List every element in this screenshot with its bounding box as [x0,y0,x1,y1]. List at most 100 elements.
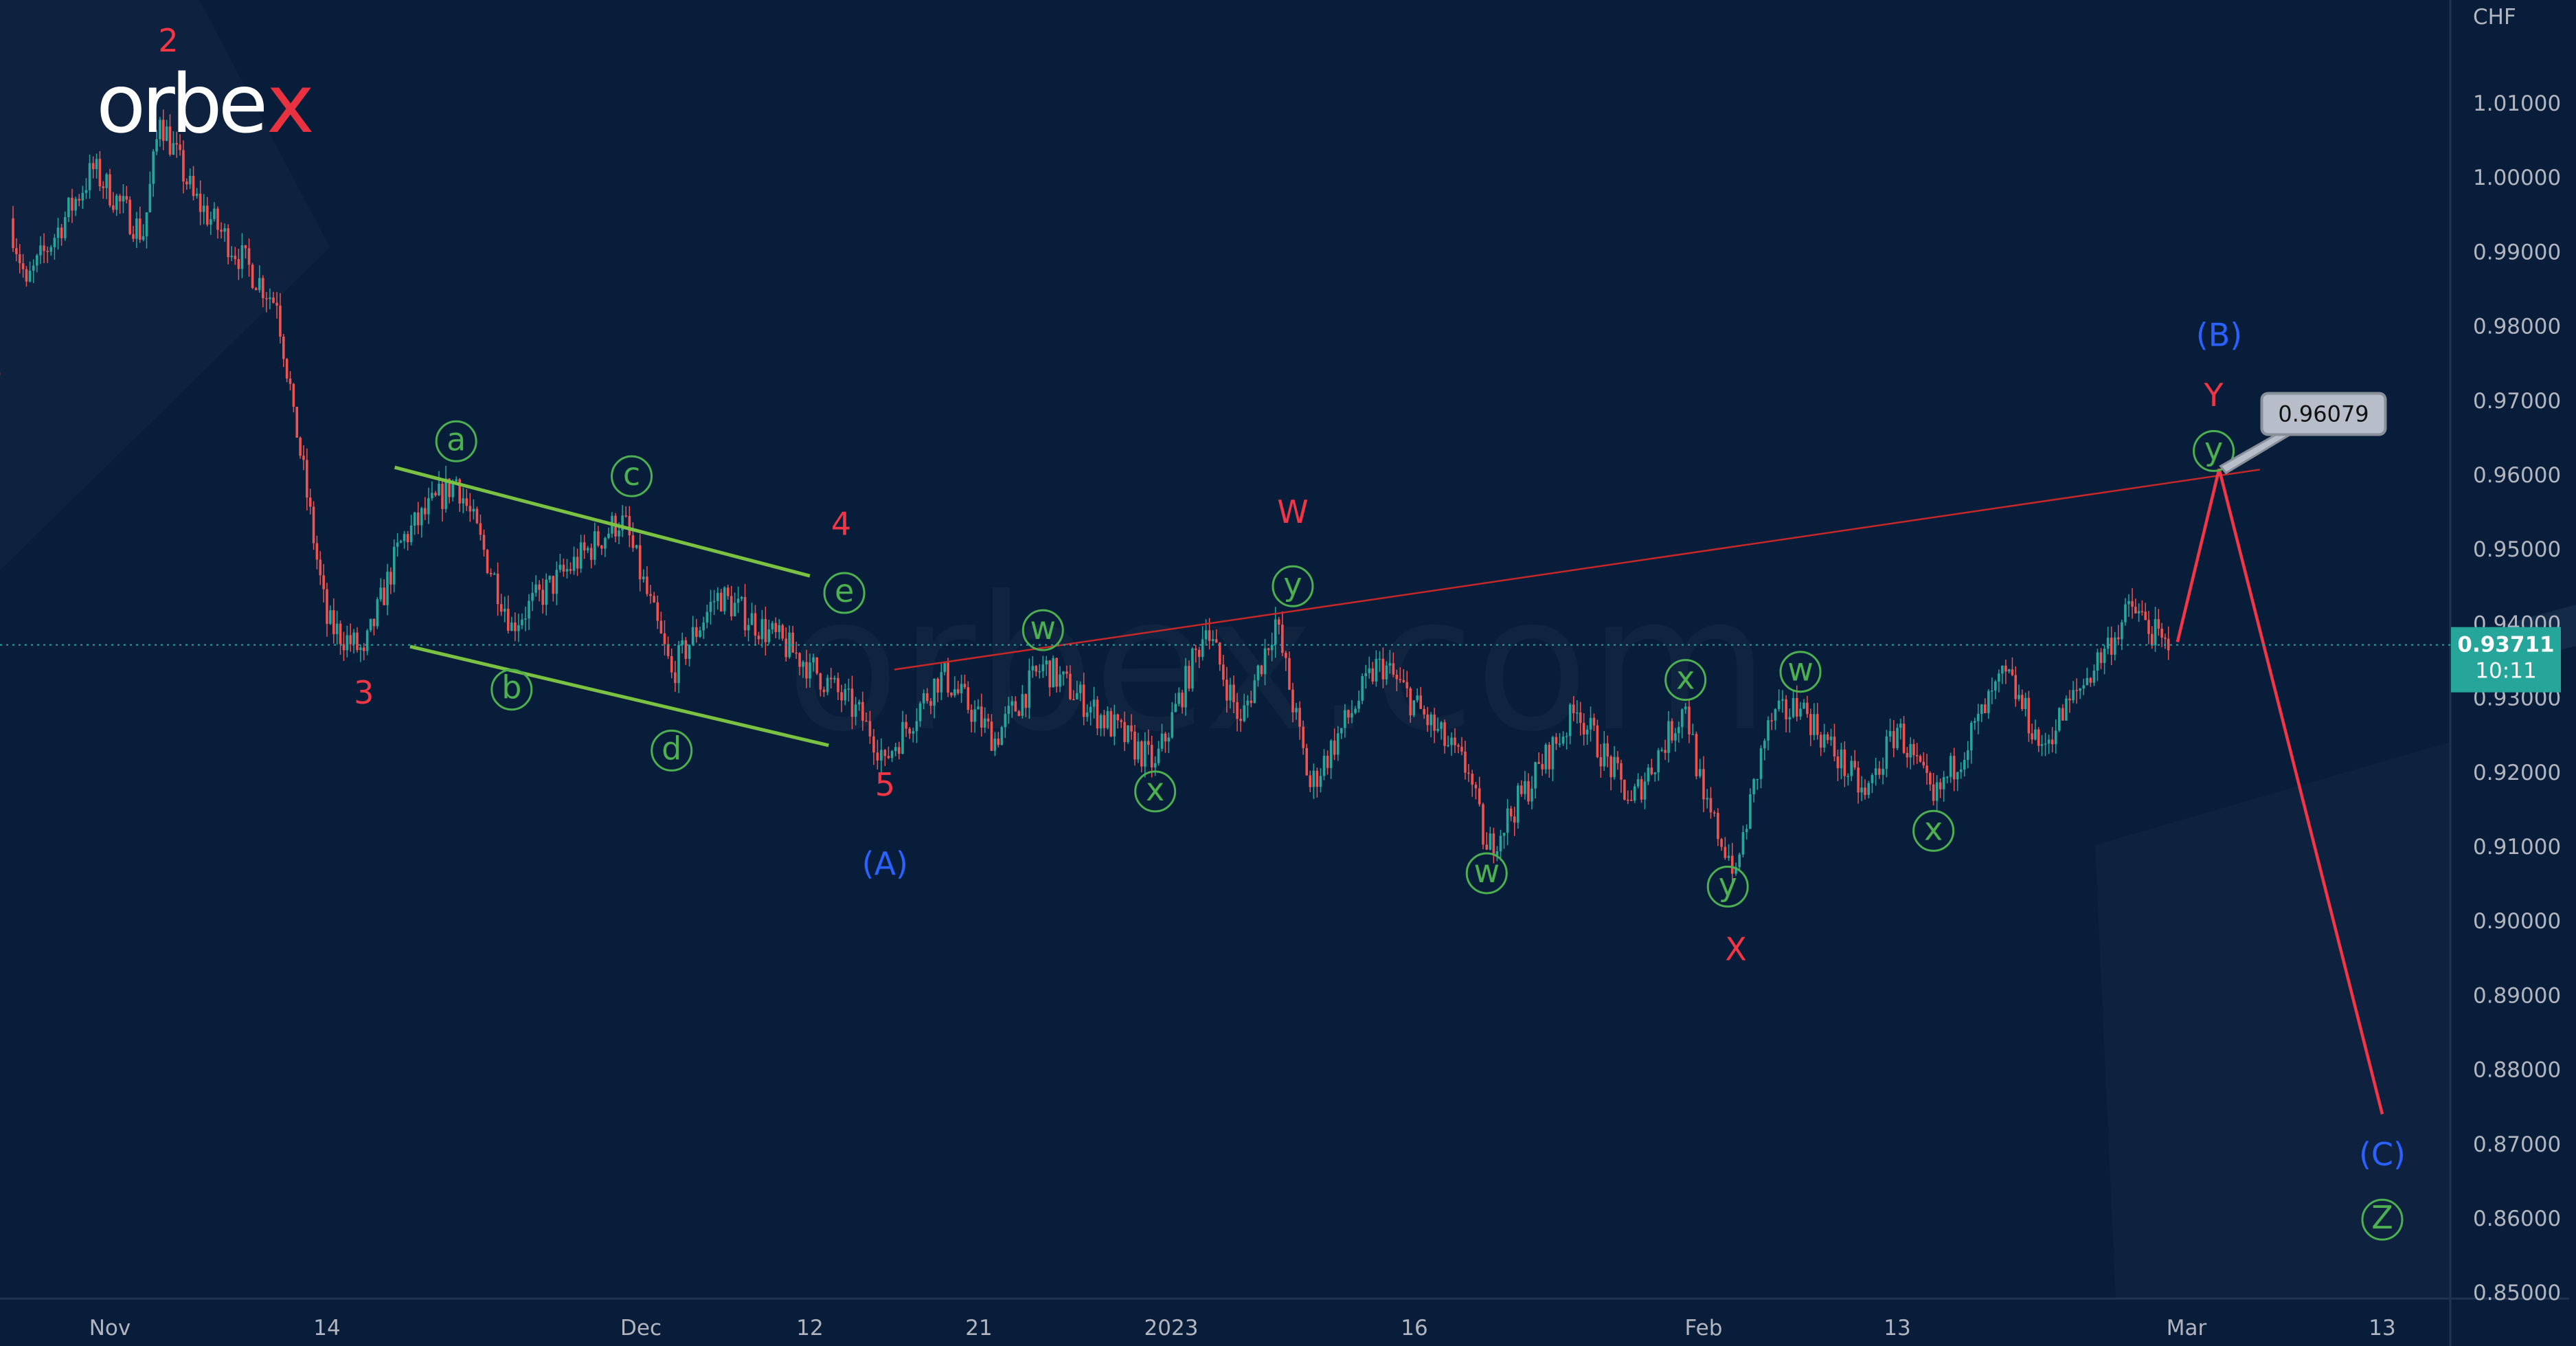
candle-body [653,596,655,603]
candle-body [138,218,142,240]
candle-body [67,197,70,218]
candle-body [2092,670,2096,683]
candle-body [302,456,305,460]
candle-body [912,731,915,734]
candle-body [386,572,389,605]
candle-body [1596,725,1599,757]
candle-body [514,622,517,631]
wave-label-text: y [1719,866,1737,903]
candle-body [1089,706,1092,713]
candle-body [88,163,91,190]
candle-body [576,557,579,569]
candle-body [1082,684,1085,717]
candle-body [1211,639,1214,641]
wave-label: x [1912,809,1955,852]
candle-body [894,747,897,752]
trend-line[interactable] [894,469,2261,671]
candle-body [1065,671,1068,674]
candle-body [2040,744,2044,746]
candle-body [638,545,642,580]
price-tick-label: 0.91000 [2473,835,2561,860]
candle-body [299,437,302,456]
candle-body [285,359,289,379]
candle-body [2086,677,2089,686]
candle-body [754,613,757,636]
background-shapes [2450,605,2576,680]
candle-body [2054,730,2057,745]
candle-body [1745,829,1748,833]
candle-body [1657,750,1660,773]
candle-body [165,126,168,141]
candle-body [1871,775,1874,783]
wave-label-text: w [1473,853,1500,890]
candle-body [1031,666,1035,671]
candle-body [1770,720,1774,721]
candle-body [216,208,219,230]
candle-body [496,573,499,605]
candle-body [1899,724,1902,728]
candle-body [2020,695,2024,710]
price-axis[interactable]: 1.01000 1.00000 0.99000 0.98000 0.97000 0.960… [2473,91,2561,1305]
candle-body [943,662,947,673]
candle-body [1133,731,1136,760]
wave-label: a [435,420,477,462]
candle-body [1882,769,1884,775]
wave-label: c [611,455,653,497]
trend-line[interactable] [394,465,811,578]
candle-body [1735,866,1737,874]
projection-path[interactable] [2176,468,2384,1115]
trend-line[interactable] [409,644,829,748]
candle-body [1281,625,1284,653]
candle-body [234,256,237,260]
svg-text:orbe: orbe [96,56,264,151]
candle-body [489,572,493,574]
candle-body [750,613,754,625]
candle-body [78,199,81,201]
candle-body [1609,756,1612,778]
wave-label: 5 [875,766,895,803]
wave-label-circle [1134,770,1177,813]
candle-body [2117,637,2120,640]
candle-body [372,618,376,627]
price-tick-label: 0.85000 [2473,1281,2561,1305]
candle-body [1555,737,1558,744]
candle-body [1153,763,1157,767]
wave-label-circle [1465,852,1508,895]
candle-body [1799,708,1802,717]
wave-label-text: c [623,456,640,493]
candle-body [1738,854,1741,867]
candle-body [369,618,372,631]
candle-body [1516,785,1519,823]
candle-body [1688,706,1691,734]
candle-body [279,305,282,337]
candle-body [199,193,202,212]
wave-label-circle [490,669,533,711]
candle-body [1312,770,1315,787]
candle-body [847,688,850,690]
candle-body [618,530,620,537]
candle-body [1709,798,1713,813]
candle-body [1447,745,1449,746]
candle-body [1423,708,1425,715]
candle-body [272,297,275,303]
candle-body [1809,714,1812,735]
candle-body [1524,781,1526,794]
candle-body [1395,674,1399,680]
candle-body [240,245,244,269]
wave-label-text: x [1676,660,1695,697]
candle-body [1976,714,1980,721]
candle-body [1616,756,1619,763]
candle-body [1853,761,1856,768]
wave-label-text: e [835,572,854,609]
candle-body [1333,740,1336,755]
candle-body [1336,733,1340,755]
wave-label-circle [1272,565,1314,607]
candle-body [1433,714,1436,731]
candle-body [915,721,918,732]
time-axis[interactable]: Nov 14 Dec 12 21 2023 16 Feb 13 Mar 13 [89,1316,2396,1341]
candle-body [983,718,986,728]
candle-body [876,752,879,761]
candle-body [2011,669,2014,675]
candle-body [424,508,427,515]
